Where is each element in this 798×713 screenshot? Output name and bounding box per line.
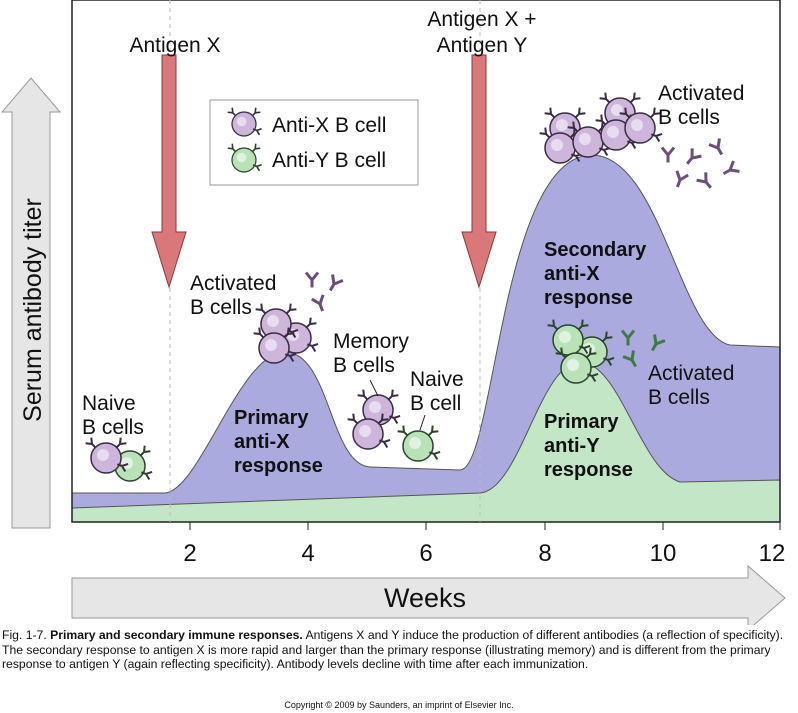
anti-x-curve <box>71 154 781 523</box>
annotation: Naive B cells <box>82 392 144 439</box>
antigen-label: Antigen X <box>129 34 220 57</box>
x-tick-label: 4 <box>301 540 314 567</box>
pointer <box>369 379 379 397</box>
legend-label: Anti-Y B cell <box>272 149 386 172</box>
caption: Fig. 1-7. Primary and secondary immune r… <box>2 628 794 672</box>
caption-figure: Fig. 1-7. <box>2 628 47 642</box>
caption-title: Primary and secondary immune responses. <box>50 628 303 642</box>
antigen-label: Antigen X + Antigen Y <box>427 8 536 57</box>
x-tick-label: 10 <box>650 540 677 567</box>
figure: Serum antibody titer Weeks 2 4 6 8 10 12… <box>0 0 786 625</box>
y-arrow <box>0 77 62 529</box>
annotation: Activated B cells <box>658 82 744 129</box>
x-axis-label: Weeks <box>384 583 466 613</box>
annotation: Activated B cells <box>190 272 276 319</box>
x-arrow <box>71 564 786 625</box>
annotation: Activated B cells <box>648 362 734 409</box>
x-tick-label: 12 <box>759 540 786 567</box>
x-tick-label: 8 <box>538 540 551 567</box>
region-label: Primary anti-Y response <box>544 411 633 481</box>
antigen-arrow <box>151 54 187 289</box>
x-tick-label: 2 <box>183 540 196 567</box>
region-label: Secondary anti-X response <box>544 239 647 309</box>
pointer <box>419 414 426 431</box>
y-axis-label: Serum antibody titer <box>19 198 47 422</box>
antigen-arrow <box>461 54 497 289</box>
region-label: Primary anti-X response <box>234 407 323 477</box>
annotation: Memory B cells <box>333 330 409 377</box>
x-tick-label: 6 <box>419 540 432 567</box>
legend-label: Anti-X B cell <box>272 114 386 137</box>
annotation: Naive B cell <box>410 368 464 415</box>
copyright: Copyright © 2009 by Saunders, an imprint… <box>284 700 514 710</box>
x-ticks <box>189 522 781 530</box>
caption-text: Antigens X and Y induce the production o… <box>2 628 784 671</box>
